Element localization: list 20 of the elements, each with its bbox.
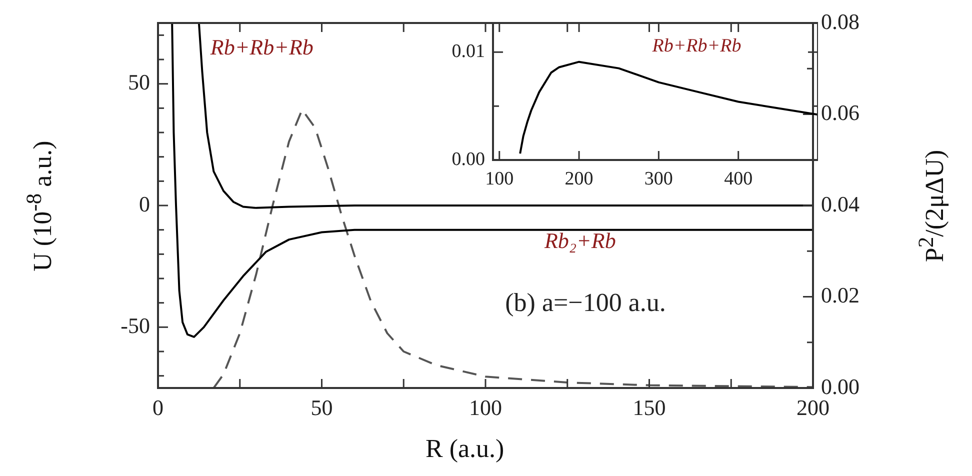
annotation: (b) a=−100 a.u. <box>505 288 666 317</box>
x-tick-label: 150 <box>632 394 666 420</box>
y2-tick-label: 0.06 <box>821 100 860 126</box>
x-axis-title: R (a.u.) <box>426 434 504 464</box>
annotation: Rb₂+Rb <box>543 228 616 253</box>
annotation: Rb+Rb+Rb <box>209 34 314 60</box>
y2-tick-label: 0.04 <box>821 191 860 216</box>
x-tick-label: 200 <box>564 168 594 190</box>
annotation: Rb+Rb+Rb <box>651 35 742 56</box>
x-tick-label: 100 <box>469 394 502 420</box>
y-tick-label: 0 <box>139 191 150 216</box>
x-tick-label: 50 <box>310 394 333 420</box>
x-tick-label: 300 <box>644 168 673 190</box>
y-tick-label: 50 <box>128 70 150 95</box>
y-tick-label: -50 <box>120 312 150 338</box>
x-tick-label: 400 <box>724 168 753 190</box>
y2-tick-label: 0.08 <box>821 8 860 34</box>
x-tick-label: 100 <box>485 168 514 190</box>
y-tick-label: 0.01 <box>452 41 485 62</box>
y2-tick-label: 0.02 <box>821 282 860 308</box>
